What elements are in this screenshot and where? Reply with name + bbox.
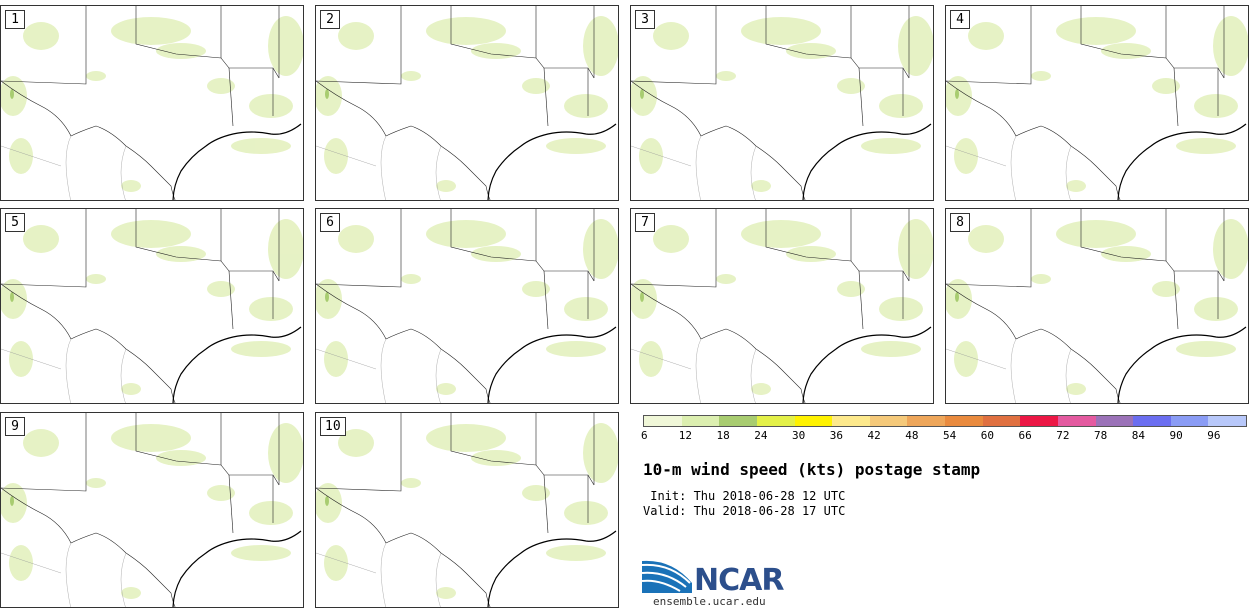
legend-tick: 90 (1169, 429, 1183, 442)
map-panel: 8 (945, 208, 1249, 404)
legend-color-bar (643, 415, 1247, 427)
legend-tick: 66 (1018, 429, 1032, 442)
wind-map (316, 209, 618, 403)
legend-tick: 12 (678, 429, 692, 442)
map-panel: 5 (0, 208, 304, 404)
legend-tick: 84 (1131, 429, 1145, 442)
wind-map (316, 6, 618, 200)
map-panel: 9 (0, 412, 304, 608)
legend-swatch (1208, 416, 1246, 426)
panel-number: 5 (5, 213, 25, 232)
init-time: Init: Thu 2018-06-28 12 UTC (643, 489, 846, 503)
panel-number: 2 (320, 10, 340, 29)
wind-map (1, 209, 303, 403)
run-info: Init: Thu 2018-06-28 12 UTC Valid: Thu 2… (643, 489, 845, 519)
legend-tick: 6 (641, 429, 648, 442)
legend-swatch (1057, 416, 1096, 426)
map-panel: 1 (0, 5, 304, 201)
map-panel: 2 (315, 5, 619, 201)
map-panel: 6 (315, 208, 619, 404)
legend-tick: 60 (980, 429, 994, 442)
legend-tick: 48 (905, 429, 919, 442)
legend-swatch (1095, 416, 1134, 426)
legend-tick: 18 (716, 429, 730, 442)
legend-tick: 72 (1056, 429, 1070, 442)
legend-tick-labels: 6 12 18 24 30 36 42 48 54 60 66 72 78 84 90 96 (641, 427, 1247, 443)
legend-tick: 54 (943, 429, 957, 442)
logo-text: NCAR (694, 563, 784, 598)
legend-swatch (719, 416, 757, 426)
legend-tick: 24 (754, 429, 768, 442)
legend-tick: 96 (1207, 429, 1221, 442)
legend-swatch (1020, 416, 1058, 426)
wind-map (631, 209, 933, 403)
wind-map (631, 6, 933, 200)
map-panel: 4 (945, 5, 1249, 201)
panel-number: 1 (5, 10, 25, 29)
valid-time: Valid: Thu 2018-06-28 17 UTC (643, 504, 846, 518)
logo-url: ensemble.ucar.edu (653, 595, 766, 608)
legend-swatch (681, 416, 720, 426)
legend-swatch (756, 416, 795, 426)
legend-swatch (794, 416, 833, 426)
legend-swatch (644, 416, 682, 426)
wind-map (946, 209, 1248, 403)
panel-number: 7 (635, 213, 655, 232)
legend-swatch (1133, 416, 1171, 426)
panel-number: 9 (5, 417, 25, 436)
legend-tick: 78 (1094, 429, 1108, 442)
wind-map (1, 413, 303, 607)
legend-swatch (907, 416, 945, 426)
legend-swatch (982, 416, 1021, 426)
panel-number: 8 (950, 213, 970, 232)
wind-map (946, 6, 1248, 200)
legend-swatch (869, 416, 908, 426)
legend-swatch (945, 416, 983, 426)
panel-number: 3 (635, 10, 655, 29)
color-legend: 6 12 18 24 30 36 42 48 54 60 66 72 78 84 90 96 (641, 415, 1247, 443)
legend-swatch (1170, 416, 1209, 426)
panel-number: 6 (320, 213, 340, 232)
map-panel: 7 (630, 208, 934, 404)
panel-number: 4 (950, 10, 970, 29)
legend-tick: 30 (792, 429, 806, 442)
map-panel: 3 (630, 5, 934, 201)
legend-swatch (832, 416, 870, 426)
legend-tick: 36 (829, 429, 843, 442)
wind-map (1, 6, 303, 200)
map-panel: 10 (315, 412, 619, 608)
panel-number: 10 (320, 417, 346, 436)
legend-tick: 42 (867, 429, 881, 442)
page-title: 10-m wind speed (kts) postage stamp (643, 460, 981, 479)
wind-map (316, 413, 618, 607)
ncar-logo-icon (642, 560, 692, 593)
